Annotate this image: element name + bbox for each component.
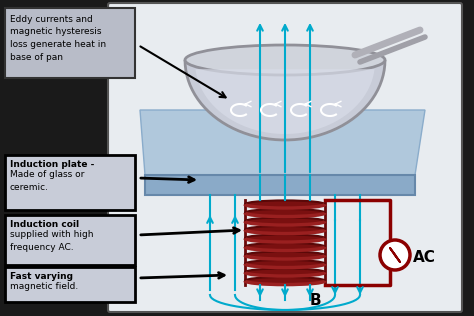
Ellipse shape — [245, 252, 325, 259]
Text: Fast varying: Fast varying — [10, 272, 73, 281]
Text: B: B — [310, 293, 322, 308]
Text: Eddy currents and
magnetic hysteresis
loss generate heat in
base of pan: Eddy currents and magnetic hysteresis lo… — [10, 15, 106, 62]
Polygon shape — [145, 175, 415, 195]
Ellipse shape — [245, 243, 325, 251]
Text: supplied with high
frequency AC.: supplied with high frequency AC. — [10, 230, 93, 252]
FancyBboxPatch shape — [5, 155, 135, 210]
Ellipse shape — [245, 200, 325, 208]
FancyBboxPatch shape — [5, 215, 135, 265]
Text: AC: AC — [413, 251, 436, 265]
Polygon shape — [195, 69, 374, 134]
FancyBboxPatch shape — [5, 267, 135, 302]
Circle shape — [380, 240, 410, 270]
Ellipse shape — [245, 226, 325, 234]
FancyBboxPatch shape — [108, 3, 462, 312]
Ellipse shape — [245, 234, 325, 242]
Ellipse shape — [245, 277, 325, 285]
Ellipse shape — [245, 217, 325, 225]
Ellipse shape — [185, 45, 385, 75]
Text: Made of glass or
ceremic.: Made of glass or ceremic. — [10, 170, 84, 191]
Ellipse shape — [245, 268, 325, 276]
Polygon shape — [185, 60, 385, 140]
FancyBboxPatch shape — [5, 8, 135, 78]
Polygon shape — [140, 110, 425, 175]
Ellipse shape — [245, 260, 325, 268]
Text: Induction plate -: Induction plate - — [10, 160, 94, 169]
Text: Induction coil: Induction coil — [10, 220, 79, 229]
Text: magnetic field.: magnetic field. — [10, 282, 78, 291]
Ellipse shape — [245, 209, 325, 216]
